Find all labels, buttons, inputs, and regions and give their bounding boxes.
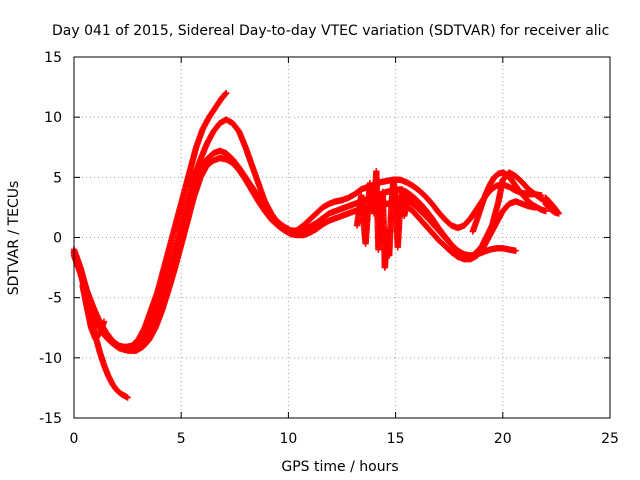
series-track-8: [469, 169, 549, 235]
data-point: [100, 318, 108, 325]
data-point: [555, 210, 562, 217]
x-tick-label: 10: [279, 431, 297, 447]
series-noise-burst: [353, 168, 416, 271]
data-point: [124, 394, 131, 401]
plot-frame: [73, 56, 611, 419]
y-tick-label: -10: [39, 351, 62, 367]
data-point: [409, 200, 416, 208]
x-tick-label: 15: [387, 431, 405, 447]
y-tick-label: 10: [44, 110, 62, 126]
x-tick-label: 20: [494, 431, 512, 447]
y-tick-label: 0: [53, 231, 62, 247]
y-tick-label: 5: [53, 170, 62, 186]
data-points: [70, 89, 562, 401]
grid: [74, 57, 610, 418]
series-track-6: [79, 282, 108, 342]
y-tick-label: -15: [39, 411, 62, 427]
x-tick-label: 0: [70, 431, 79, 447]
y-tick-label: -5: [48, 291, 62, 307]
series-track-10: [542, 200, 562, 217]
data-point: [223, 89, 230, 97]
y-axis-label: SDTVAR / TECUs: [6, 181, 22, 296]
x-axis-label: GPS time / hours: [281, 459, 398, 475]
x-tick-label: 25: [601, 431, 619, 447]
series-track-7: [403, 169, 552, 262]
data-point: [542, 207, 549, 215]
x-tick-label: 5: [177, 431, 186, 447]
chart-title: Day 041 of 2015, Sidereal Day-to-day VTE…: [52, 23, 609, 39]
data-point: [222, 90, 229, 98]
y-tick-label: 15: [44, 50, 62, 66]
data-point: [512, 247, 519, 254]
tick-labels: 0 5 10 15 20 25 -15 -10 -5 0 5 10 15: [39, 50, 619, 447]
